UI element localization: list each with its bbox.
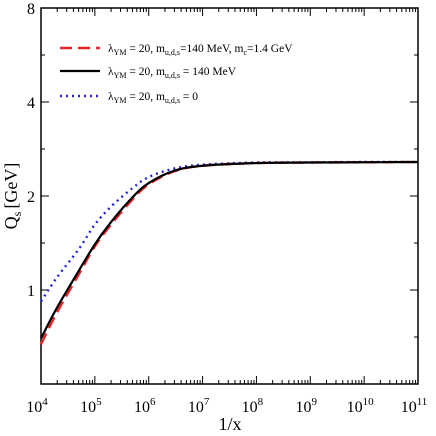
x-tick-exp: 10 xyxy=(363,396,375,408)
x-tick-label: 109 xyxy=(296,396,318,416)
x-tick-label: 1011 xyxy=(401,396,428,416)
x-tick-exp: 9 xyxy=(312,396,318,408)
x-tick-base: 10 xyxy=(134,399,150,416)
series-line-2 xyxy=(40,160,419,302)
legend: λYM = 20, mu,d,s=140 MeV, mc=1.4 GeV λYM … xyxy=(60,43,293,105)
series-lines xyxy=(39,160,419,345)
x-tick-base: 10 xyxy=(347,399,363,416)
plot-frame xyxy=(40,7,419,385)
x-tick-exp: 6 xyxy=(150,396,156,408)
x-tick-label: 1010 xyxy=(347,396,375,416)
x-tick-exp: 4 xyxy=(42,396,48,408)
x-tick-label: 105 xyxy=(80,396,102,416)
legend-label-0: λYM = 20, mu,d,s=140 MeV, mc=1.4 GeV xyxy=(108,43,293,57)
y-tick-label: 2 xyxy=(27,189,35,206)
x-tick-base: 10 xyxy=(296,399,312,416)
y-axis-label-main: Q xyxy=(1,216,21,229)
x-tick-base: 10 xyxy=(188,399,204,416)
x-tick-label: 107 xyxy=(188,396,210,416)
y-tick-label: 1 xyxy=(27,283,35,300)
y-axis-label: Qs [GeV] xyxy=(1,163,24,230)
axis-ticks xyxy=(40,7,419,384)
x-tick-base: 10 xyxy=(242,399,258,416)
x-tick-exp: 8 xyxy=(258,396,264,408)
y-axis-label-unit: [GeV] xyxy=(1,163,21,209)
y-tick-label: 4 xyxy=(27,95,35,112)
legend-label-2: λYM = 20, mu,d,s = 0 xyxy=(108,91,198,105)
x-axis-label: 1/x xyxy=(218,414,241,434)
y-tick-label: 8 xyxy=(27,1,35,18)
x-tick-base: 10 xyxy=(401,399,417,416)
x-tick-exp: 7 xyxy=(204,396,210,408)
x-tick-base: 10 xyxy=(26,399,42,416)
x-tick-label: 108 xyxy=(242,396,264,416)
series-line-1 xyxy=(40,160,419,339)
series-line-0 xyxy=(39,160,419,345)
x-tick-label: 106 xyxy=(134,396,156,416)
legend-label-1: λYM = 20, mu,d,s = 140 MeV xyxy=(108,66,237,80)
y-axis-label-sub: s xyxy=(10,211,24,216)
x-tick-exp: 11 xyxy=(417,396,428,408)
x-tick-base: 10 xyxy=(80,399,96,416)
x-tick-label: 104 xyxy=(26,396,48,416)
x-tick-exp: 5 xyxy=(96,396,102,408)
